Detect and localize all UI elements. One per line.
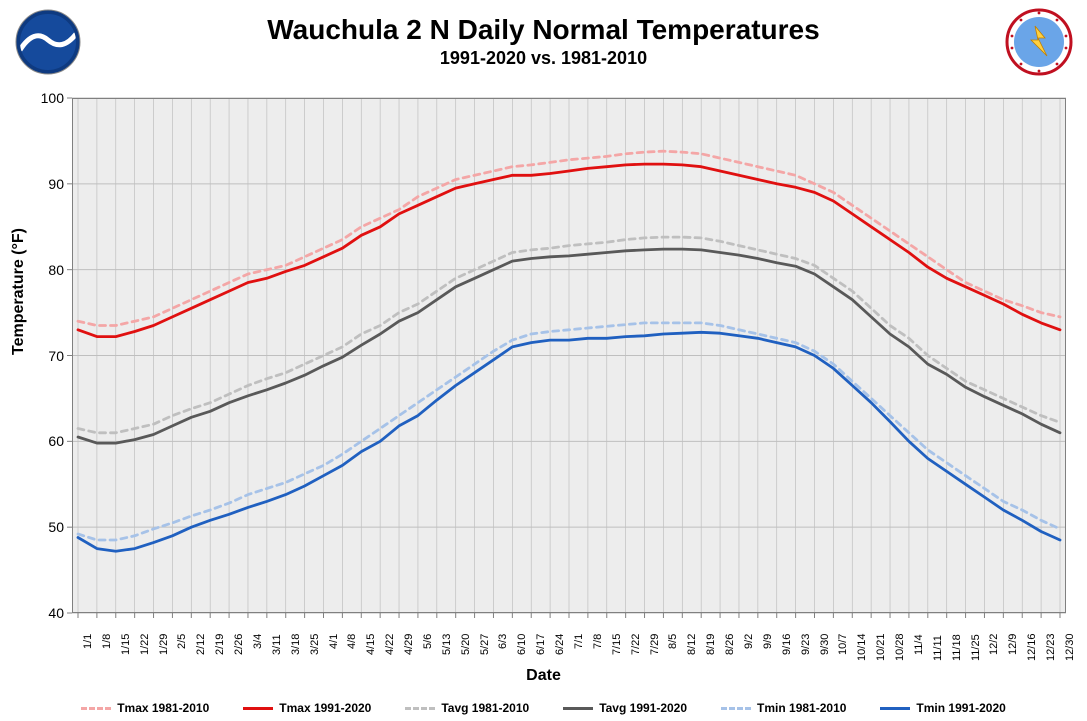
chart-subtitle: 1991-2020 vs. 1981-2010 bbox=[0, 48, 1087, 69]
ytick-label: 80 bbox=[28, 262, 64, 278]
xtick-label: 7/8 bbox=[592, 634, 604, 649]
xtick-label: 5/20 bbox=[460, 634, 472, 655]
xtick-label: 9/2 bbox=[743, 634, 755, 649]
ytick-label: 60 bbox=[28, 433, 64, 449]
xtick-label: 4/29 bbox=[403, 634, 415, 655]
xtick-label: 10/14 bbox=[856, 633, 868, 661]
xtick-label: 1/29 bbox=[158, 634, 170, 655]
ytick-label: 50 bbox=[28, 519, 64, 535]
xtick-label: 9/9 bbox=[762, 634, 774, 649]
legend-item: Tmin 1981-2010 bbox=[721, 701, 846, 715]
xtick-label: 2/26 bbox=[233, 634, 245, 655]
legend-swatch bbox=[81, 707, 111, 710]
xtick-label: 6/10 bbox=[516, 634, 528, 655]
xtick-label: 8/19 bbox=[705, 634, 717, 655]
xtick-label: 12/30 bbox=[1064, 633, 1076, 661]
ytick-label: 100 bbox=[28, 90, 64, 106]
xtick-label: 5/13 bbox=[441, 634, 453, 655]
xtick-label: 9/23 bbox=[800, 634, 812, 655]
xtick-label: 11/11 bbox=[932, 635, 944, 661]
xtick-label: 9/30 bbox=[819, 634, 831, 655]
xtick-label: 11/4 bbox=[913, 634, 925, 655]
xtick-label: 1/8 bbox=[101, 634, 113, 649]
xtick-label: 12/16 bbox=[1026, 633, 1038, 661]
xtick-label: 4/1 bbox=[328, 634, 340, 649]
legend-swatch bbox=[405, 707, 435, 710]
legend-item: Tavg 1981-2010 bbox=[405, 701, 529, 715]
xtick-label: 5/27 bbox=[479, 634, 491, 655]
xtick-label: 8/26 bbox=[724, 634, 736, 655]
chart-container: Wauchula 2 N Daily Normal Temperatures 1… bbox=[0, 0, 1087, 721]
legend-label: Tmax 1981-2010 bbox=[117, 701, 209, 715]
xtick-label: 2/19 bbox=[214, 634, 226, 655]
xtick-label: 4/8 bbox=[346, 634, 358, 649]
legend-swatch bbox=[721, 707, 751, 710]
xtick-label: 12/23 bbox=[1045, 633, 1057, 661]
ytick-label: 40 bbox=[28, 605, 64, 621]
xtick-label: 4/15 bbox=[365, 634, 377, 655]
legend-item: Tavg 1991-2020 bbox=[563, 701, 687, 715]
xtick-label: 10/7 bbox=[837, 634, 849, 655]
xtick-label: 1/15 bbox=[120, 634, 132, 655]
legend-item: Tmax 1991-2020 bbox=[243, 701, 371, 715]
xtick-label: 5/6 bbox=[422, 634, 434, 649]
ytick-label: 90 bbox=[28, 176, 64, 192]
xtick-label: 2/12 bbox=[195, 634, 207, 655]
legend-label: Tavg 1991-2020 bbox=[599, 701, 687, 715]
xtick-label: 10/21 bbox=[875, 633, 887, 661]
xtick-label: 6/24 bbox=[554, 634, 566, 655]
legend-label: Tmin 1991-2020 bbox=[916, 701, 1005, 715]
xtick-label: 3/11 bbox=[271, 634, 283, 655]
xtick-label: 3/25 bbox=[309, 634, 321, 655]
x-axis-label: Date bbox=[0, 667, 1087, 685]
xtick-label: 10/28 bbox=[894, 633, 906, 661]
xtick-label: 7/22 bbox=[630, 634, 642, 655]
xtick-label: 2/5 bbox=[176, 634, 188, 649]
xtick-label: 7/15 bbox=[611, 634, 623, 655]
legend-swatch bbox=[243, 707, 273, 710]
xtick-label: 6/3 bbox=[497, 634, 509, 649]
title-block: Wauchula 2 N Daily Normal Temperatures 1… bbox=[0, 14, 1087, 69]
xtick-label: 12/2 bbox=[988, 634, 1000, 655]
xtick-label: 11/25 bbox=[970, 634, 982, 661]
xtick-label: 6/17 bbox=[535, 634, 547, 655]
legend: Tmax 1981-2010 Tmax 1991-2020 Tavg 1981-20… bbox=[0, 701, 1087, 715]
ytick-label: 70 bbox=[28, 348, 64, 364]
xtick-label: 9/16 bbox=[781, 634, 793, 655]
xtick-label: 12/9 bbox=[1007, 634, 1019, 655]
xtick-label: 1/1 bbox=[82, 634, 94, 649]
legend-swatch bbox=[880, 707, 910, 710]
xtick-label: 7/29 bbox=[649, 634, 661, 655]
xtick-label: 3/4 bbox=[252, 634, 264, 649]
xtick-label: 8/12 bbox=[686, 634, 698, 655]
xtick-label: 1/22 bbox=[139, 634, 151, 655]
xtick-label: 8/5 bbox=[667, 634, 679, 649]
xtick-label: 7/1 bbox=[573, 634, 585, 649]
legend-swatch bbox=[563, 707, 593, 710]
legend-label: Tmax 1991-2020 bbox=[279, 701, 371, 715]
chart-title: Wauchula 2 N Daily Normal Temperatures bbox=[0, 14, 1087, 46]
legend-label: Tmin 1981-2010 bbox=[757, 701, 846, 715]
legend-item: Tmin 1991-2020 bbox=[880, 701, 1005, 715]
xtick-label: 4/22 bbox=[384, 634, 396, 655]
plot-area bbox=[72, 98, 1066, 613]
legend-label: Tavg 1981-2010 bbox=[441, 701, 529, 715]
y-axis-label: Temperature (°F) bbox=[10, 228, 28, 355]
xtick-label: 3/18 bbox=[290, 634, 302, 655]
chart-svg bbox=[72, 98, 1066, 613]
xtick-label: 11/18 bbox=[951, 634, 963, 661]
legend-item: Tmax 1981-2010 bbox=[81, 701, 209, 715]
